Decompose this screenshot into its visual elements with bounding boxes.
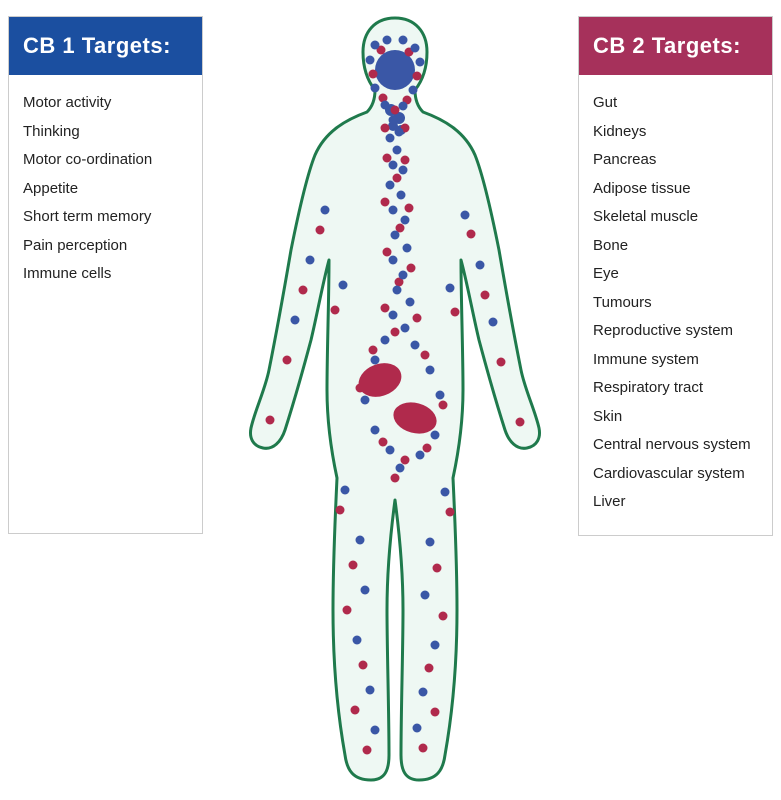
list-item: Tumours [593,289,758,318]
body-svg [225,10,565,790]
list-item: Respiratory tract [593,374,758,403]
list-item: Kidneys [593,118,758,147]
list-item: Pancreas [593,146,758,175]
list-item: Thinking [23,118,188,147]
cb1-panel-header: CB 1 Targets: [9,17,202,75]
list-item: Liver [593,488,758,517]
list-item: Motor co-ordination [23,146,188,175]
list-item: Motor activity [23,89,188,118]
list-item: Immune cells [23,260,188,289]
cb2-panel-header: CB 2 Targets: [579,17,772,75]
list-item: Skeletal muscle [593,203,758,232]
list-item: Gut [593,89,758,118]
cb2-panel: CB 2 Targets: GutKidneysPancreasAdipose … [578,16,773,536]
list-item: Immune system [593,346,758,375]
list-item: Adipose tissue [593,175,758,204]
list-item: Central nervous system [593,431,758,460]
cb1-panel: CB 1 Targets: Motor activityThinkingMoto… [8,16,203,534]
list-item: Short term memory [23,203,188,232]
list-item: Reproductive system [593,317,758,346]
cb1-target-list: Motor activityThinkingMotor co-ordinatio… [9,75,202,307]
list-item: Cardiovascular system [593,460,758,489]
list-item: Bone [593,232,758,261]
list-item: Pain perception [23,232,188,261]
cb2-target-list: GutKidneysPancreasAdipose tissueSkeletal… [579,75,772,535]
list-item: Eye [593,260,758,289]
list-item: Skin [593,403,758,432]
list-item: Appetite [23,175,188,204]
body-figure [225,10,565,790]
